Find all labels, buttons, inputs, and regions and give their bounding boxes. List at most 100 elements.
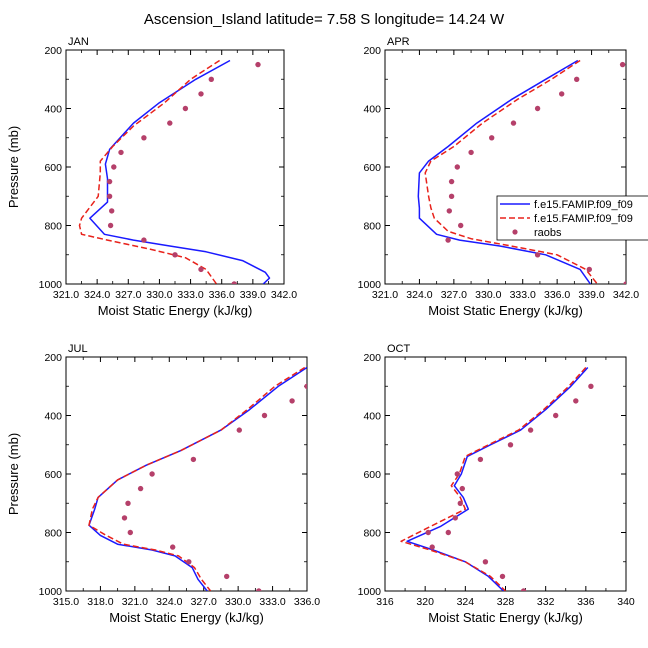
- raobs-point: [468, 149, 474, 156]
- y-tick-label: 400: [44, 104, 62, 116]
- raobs-point: [149, 471, 155, 477]
- x-tick-label: 321.0: [372, 289, 398, 301]
- x-tick-label: 320: [416, 596, 434, 608]
- x-tick-label: 321.0: [53, 289, 79, 301]
- raobs-point: [588, 383, 594, 389]
- x-tick-label: 324: [457, 596, 475, 608]
- panel-label: OCT: [387, 343, 411, 355]
- raobs-point: [141, 135, 147, 141]
- y-tick-label: 1000: [358, 586, 382, 598]
- x-tick-label: 332: [537, 596, 555, 608]
- raobs-point: [448, 193, 455, 199]
- raobs-point: [553, 412, 559, 419]
- raobs-point: [107, 222, 114, 229]
- raobs-point: [574, 76, 580, 83]
- raobs-point: [477, 456, 484, 463]
- raobs-point: [106, 193, 113, 199]
- raobs-point: [446, 208, 452, 214]
- x-axis-label: Moist Static Energy (kJ/kg): [98, 303, 253, 318]
- raobs-point: [510, 120, 517, 126]
- x-tick-label: 339.0: [578, 289, 604, 301]
- y-tick-label: 1000: [39, 586, 63, 598]
- raobs-point: [111, 164, 117, 170]
- y-axis-label: Pressure (mb): [6, 433, 21, 515]
- y-tick-label: 200: [363, 352, 381, 364]
- x-tick-label: 315.0: [53, 596, 79, 608]
- raobs-point: [448, 178, 455, 185]
- y-tick-label: 600: [44, 162, 62, 174]
- raobs-point: [172, 252, 178, 258]
- x-tick-label: 333.0: [510, 289, 536, 301]
- raobs-point: [482, 559, 489, 565]
- x-tick-label: 321.0: [122, 596, 148, 608]
- x-tick-label: 333.0: [177, 289, 203, 301]
- raobs-point: [198, 91, 204, 97]
- raobs-point: [208, 76, 214, 83]
- panel-apr: 321.0 324.0 327.0 330.0 333.0 336.0 339.0 342.0…: [358, 36, 640, 318]
- model-1-line: [406, 366, 589, 591]
- x-axis-label: Moist Static Energy (kJ/kg): [428, 610, 583, 625]
- y-tick-label: 600: [363, 469, 381, 481]
- raobs-point: [231, 281, 237, 284]
- x-tick-label: 342.0: [613, 289, 639, 301]
- panel-jan: 321.0 324.0 327.0 330.0 333.0 336.0 339.0 342.0…: [6, 36, 297, 318]
- raobs-point: [121, 515, 128, 521]
- x-tick-label: 330.0: [225, 596, 251, 608]
- raobs-point: [458, 222, 464, 229]
- raobs-point: [586, 266, 592, 273]
- y-tick-label: 1000: [358, 279, 382, 291]
- raobs-point: [261, 412, 268, 419]
- series-group: [88, 366, 307, 591]
- model-1-line: [89, 59, 271, 284]
- panel-label: JUL: [68, 343, 88, 355]
- series-group: [417, 59, 626, 284]
- model-2-line: [400, 366, 587, 591]
- plot-frame: [65, 49, 285, 285]
- raobs-point: [127, 529, 133, 536]
- raobs-point: [499, 573, 506, 580]
- raobs-point: [459, 485, 465, 492]
- raobs-point: [304, 383, 307, 389]
- model-1-line: [88, 366, 307, 591]
- legend-label-raobs: raobs: [534, 227, 562, 239]
- panel-label: JAN: [68, 36, 89, 48]
- legend-marker-raobs: [512, 229, 518, 235]
- y-tick-label: 800: [363, 528, 381, 540]
- plot-frame: [384, 49, 627, 285]
- y-tick-label: 1000: [39, 279, 63, 291]
- raobs-point: [182, 105, 189, 112]
- x-tick-label: 324.0: [84, 289, 110, 301]
- x-axis-label: Moist Static Energy (kJ/kg): [109, 610, 264, 625]
- raobs-point: [125, 500, 131, 506]
- raobs-point: [137, 485, 144, 492]
- y-tick-label: 800: [363, 221, 381, 233]
- raobs-point: [429, 544, 435, 550]
- raobs-point: [190, 456, 197, 463]
- x-tick-label: 324.0: [406, 289, 432, 301]
- x-tick-label: 339.0: [240, 289, 266, 301]
- model-2-line: [88, 366, 306, 591]
- x-tick-label: 333.0: [259, 596, 285, 608]
- raobs-point: [167, 120, 173, 126]
- raobs-point: [236, 427, 242, 433]
- panel-jul: 315.0 318.0 321.0 324.0 327.0 330.0 333.0 336.0…: [6, 343, 320, 625]
- raobs-point: [489, 135, 495, 141]
- y-tick-label: 200: [363, 45, 381, 57]
- x-tick-label: 330.0: [475, 289, 501, 301]
- raobs-point: [118, 149, 124, 156]
- panel-oct: 316 320 324 328 332 336 340 200 400 600 800 1000 OCT…: [358, 343, 635, 625]
- x-tick-label: 336.0: [294, 596, 320, 608]
- y-tick-label: 800: [44, 528, 62, 540]
- raobs-point: [186, 559, 192, 565]
- model-2-line: [424, 59, 598, 284]
- x-tick-label: 327.0: [441, 289, 467, 301]
- raobs-point: [224, 573, 230, 580]
- raobs-point: [507, 442, 514, 448]
- raobs-point: [106, 178, 113, 185]
- raobs-point: [109, 208, 115, 214]
- raobs-point: [255, 61, 261, 68]
- raobs-point: [170, 544, 176, 550]
- x-tick-label: 342.0: [271, 289, 297, 301]
- legend-label-model-1: f.e15.FAMIP.f09_f09: [534, 199, 633, 211]
